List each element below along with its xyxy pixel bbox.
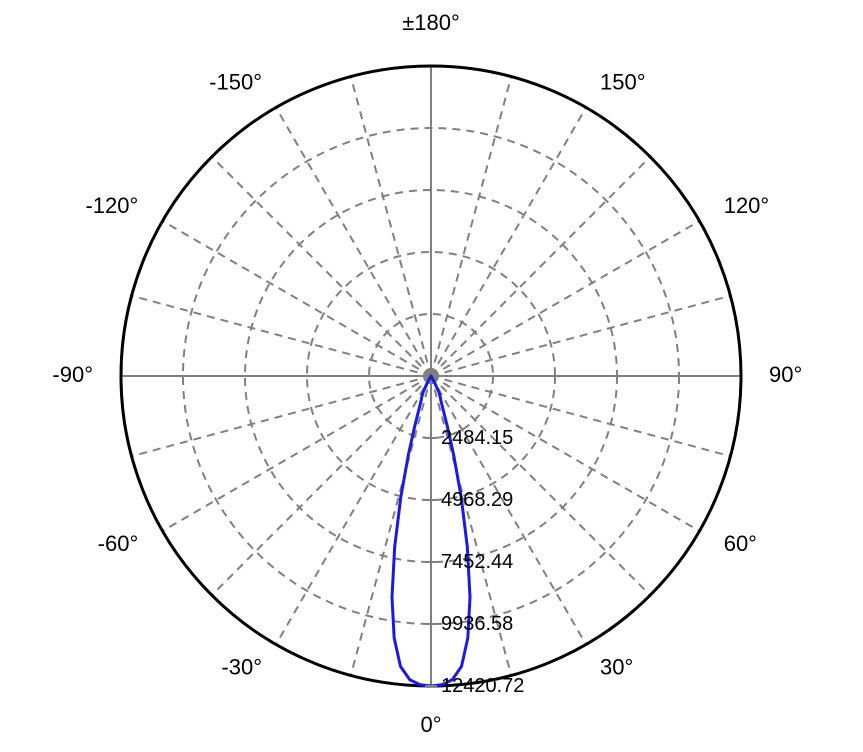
grid-spoke [431,157,650,376]
grid-spoke [132,296,431,376]
angle-label: -120° [85,193,138,218]
grid-spoke [276,108,431,376]
polar-svg: 0° 30° 60° 90° 120° 150° ±180° -150° -120° -90° -6… [0,0,863,752]
angle-label: -90° [52,362,93,387]
radius-label: 7452.44 [441,551,513,573]
grid-spoke [212,376,431,595]
angle-label: -150° [209,69,262,94]
grid-spoke [132,376,431,456]
grid-spoke [431,77,511,376]
radius-label: 12420.72 [441,675,524,697]
polar-chart: 0° 30° 60° 90° 120° 150° ±180° -150° -120° -90° -6… [0,0,863,752]
angle-label: 150° [600,69,646,94]
radius-label: 2484.15 [441,427,513,449]
angle-label: 120° [724,193,770,218]
radius-label: 4968.29 [441,489,513,511]
grid-spoke [276,376,431,644]
angle-label: 0° [420,712,441,737]
grid-spoke [431,108,586,376]
grid-spoke [163,376,431,531]
grid-spoke [163,221,431,376]
grid-spoke [431,296,730,376]
grid-spoke [212,157,431,376]
angle-label: 60° [724,531,757,556]
angle-label: -60° [98,531,139,556]
grid-spoke [351,77,431,376]
angle-label: 90° [769,362,802,387]
radius-label: 9936.58 [441,613,513,635]
angle-label: -30° [221,655,262,680]
grid-spoke [351,376,431,675]
angle-label: ±180° [402,10,460,35]
angle-label: 30° [600,655,633,680]
grid-spoke [431,221,699,376]
